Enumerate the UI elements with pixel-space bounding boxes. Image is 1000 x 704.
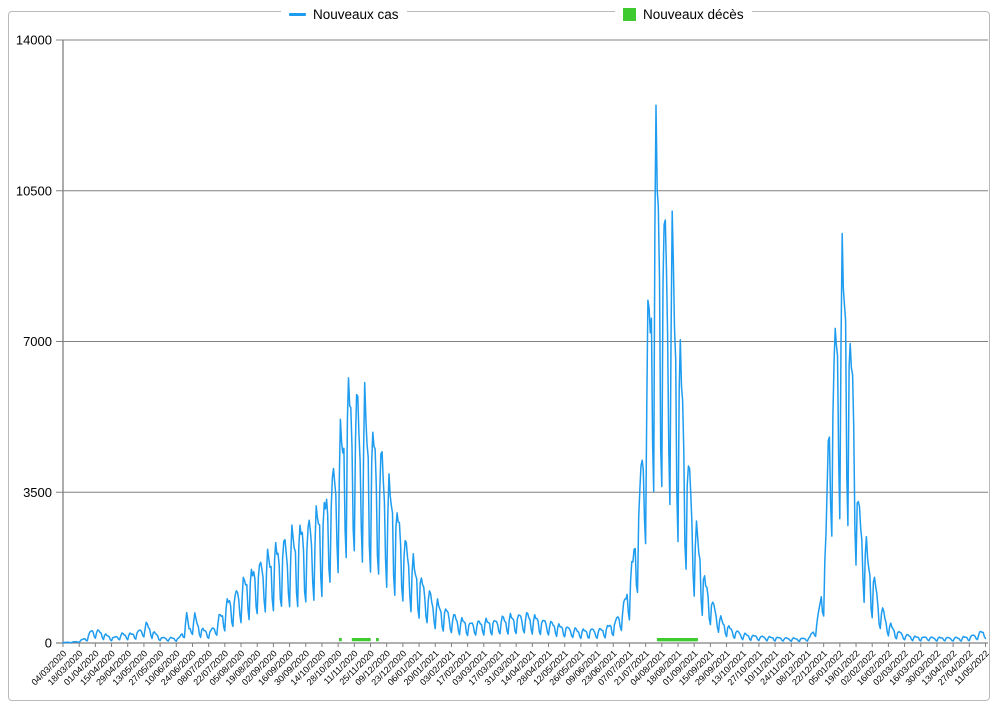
deaths-markers <box>339 638 698 642</box>
svg-text:14000: 14000 <box>16 33 52 48</box>
cases-line <box>62 104 987 644</box>
legend-label-nouveaux-cas: Nouveaux cas <box>313 6 399 22</box>
cases-line-legend-icon <box>289 12 306 16</box>
svg-text:10500: 10500 <box>16 183 52 198</box>
legend-label-nouveaux-deces: Nouveaux décès <box>643 6 744 22</box>
svg-text:7000: 7000 <box>23 334 52 349</box>
svg-text:3500: 3500 <box>23 485 52 500</box>
legend-item-nouveaux-deces: Nouveaux décès <box>615 3 752 25</box>
chart-outer-border <box>8 11 990 701</box>
deaths-square-legend-icon <box>623 7 636 21</box>
x-axis-labels: 04/03/202018/03/202001/04/202015/04/2020… <box>29 643 991 687</box>
axes <box>56 40 988 644</box>
svg-text:0: 0 <box>45 636 52 651</box>
legend-item-nouveaux-cas: Nouveaux cas <box>281 3 407 25</box>
y-gridlines <box>56 39 988 644</box>
y-axis-labels: 0 3500 7000 10500 14000 <box>16 33 52 651</box>
